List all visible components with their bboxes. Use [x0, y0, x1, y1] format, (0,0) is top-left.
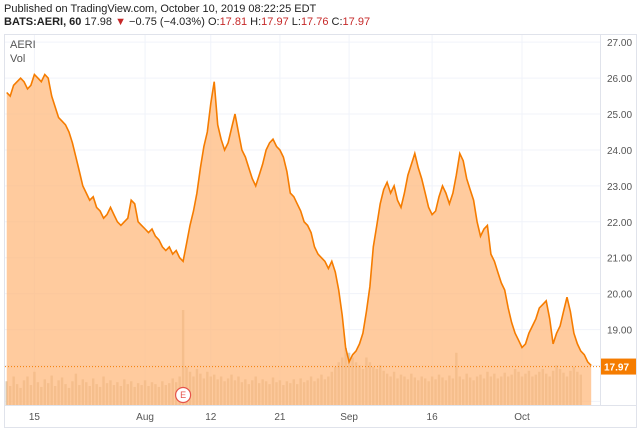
price-area	[5, 72, 600, 405]
current-price-tag: 17.97	[601, 358, 636, 375]
volume-label: Vol	[10, 53, 25, 65]
earnings-marker[interactable]: E	[175, 386, 192, 404]
low-label: L:	[291, 16, 301, 28]
y-tick-label: 19.00	[607, 326, 632, 337]
earnings-marker-circle[interactable]	[175, 386, 192, 404]
low-value: 17.76	[300, 16, 329, 28]
open-value: 17.81	[219, 16, 248, 28]
close-label: C:	[331, 16, 343, 28]
quote-line: BATS:AERI, 60 17.98 ▼ −0.75 (−4.03%) O:1…	[4, 16, 370, 28]
price-tag-box	[601, 358, 636, 375]
x-tick-label: Oct	[514, 412, 530, 423]
x-tick-label: 15	[29, 412, 41, 423]
earnings-marker-label: E	[180, 390, 186, 400]
x-tick-label: Aug	[136, 412, 154, 423]
last-price: 17.98	[84, 16, 113, 28]
high-value: 17.97	[261, 16, 289, 28]
y-tick-label: 24.00	[607, 146, 632, 157]
x-tick-label: 12	[205, 412, 217, 423]
time-axis-frame	[4, 405, 637, 428]
price-tag-label: 17.97	[604, 363, 629, 374]
published-caption: Published on TradingView.com, October 10…	[4, 3, 317, 15]
open-label: O:	[207, 16, 220, 28]
price-axis: 18.0019.0020.0021.0022.0023.0024.0025.00…	[607, 38, 632, 372]
time-axis: 15 Aug 12 21 Sep 16 Oct	[29, 412, 530, 423]
y-tick-label: 20.00	[607, 290, 632, 301]
price-area-fill	[6, 74, 592, 405]
down-arrow-icon: ▼	[115, 16, 126, 28]
y-tick-label: 26.00	[607, 74, 632, 85]
x-tick-label: Sep	[340, 412, 358, 423]
y-tick-label: 27.00	[607, 38, 632, 49]
y-tick-label: 25.00	[607, 110, 632, 121]
close-value: 17.97	[342, 16, 371, 28]
change-value: −0.75 (−4.03%)	[129, 16, 205, 28]
y-tick-label: 22.00	[607, 218, 632, 229]
x-tick-label: 21	[274, 412, 286, 423]
high-label: H:	[250, 16, 262, 28]
x-tick-label: 16	[427, 412, 439, 423]
y-tick-label: 21.00	[607, 254, 632, 265]
symbol-label: BATS:AERI, 60	[4, 16, 82, 28]
ticker-label: AERI	[10, 39, 36, 51]
y-tick-label: 23.00	[607, 182, 632, 193]
price-line	[6, 72, 592, 367]
